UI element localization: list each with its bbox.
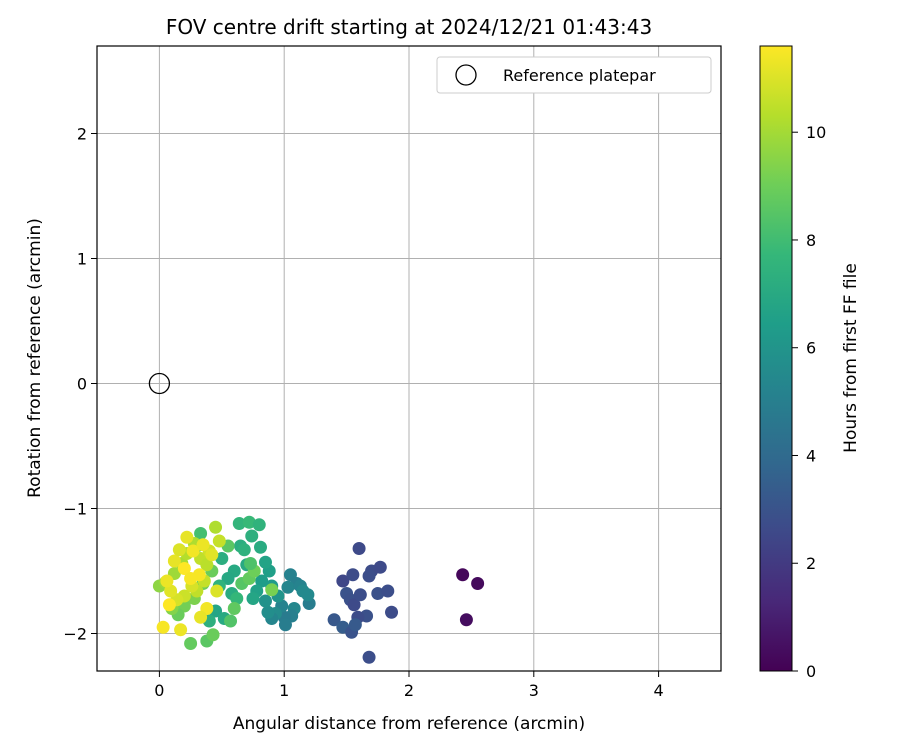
legend-label: Reference platepar <box>503 66 656 85</box>
colorbar: 0 2 4 6 8 10 Hours from first FF file <box>759 45 861 681</box>
data-point <box>209 520 223 534</box>
x-tick-label: 1 <box>279 681 289 700</box>
legend-marker <box>455 64 477 86</box>
data-point <box>221 572 235 585</box>
data-point <box>177 562 191 575</box>
data-point <box>224 614 238 628</box>
colorbar-tick-label: 8 <box>806 231 816 250</box>
data-point <box>184 572 198 585</box>
data-point <box>278 618 292 632</box>
data-point <box>194 527 208 540</box>
x-tick-label: 2 <box>404 681 414 700</box>
colorbar-tick-label: 6 <box>806 339 816 358</box>
data-point <box>346 568 360 582</box>
data-point <box>459 613 473 627</box>
data-point <box>210 584 224 598</box>
data-point <box>227 602 241 615</box>
data-point <box>258 594 272 608</box>
data-point <box>353 588 367 602</box>
data-point <box>167 554 181 568</box>
data-point <box>385 605 399 619</box>
y-tick-label: 2 <box>77 125 87 144</box>
data-point <box>196 538 210 552</box>
data-point <box>230 592 244 605</box>
data-point <box>186 544 200 558</box>
chart-title: FOV centre drift starting at 2024/12/21 … <box>166 15 652 39</box>
data-point <box>327 613 341 627</box>
legend: Reference platepar <box>436 56 712 94</box>
data-point <box>371 587 385 600</box>
colorbar-label: Hours from first FF file <box>841 263 861 453</box>
y-axis-label: Rotation from reference (arcmin) <box>25 218 45 498</box>
data-point <box>348 618 362 632</box>
data-point <box>232 517 246 530</box>
data-point <box>296 584 310 598</box>
colorbar-ticks: 0 2 4 6 8 10 <box>792 123 826 681</box>
data-point <box>362 650 376 664</box>
x-tick-label: 0 <box>154 681 164 700</box>
data-point <box>352 542 366 555</box>
data-point <box>200 558 214 572</box>
data-point <box>373 560 387 574</box>
data-point <box>381 584 395 598</box>
data-point <box>156 620 170 634</box>
y-tick-label: −1 <box>63 500 87 519</box>
data-point <box>245 529 259 543</box>
data-point <box>212 534 226 548</box>
colorbar-gradient <box>759 45 793 672</box>
data-point <box>253 540 267 554</box>
data-point <box>258 555 272 569</box>
data-point <box>160 574 174 588</box>
data-point <box>164 584 178 598</box>
data-point <box>362 569 376 583</box>
data-points <box>152 515 485 664</box>
data-point <box>347 598 361 612</box>
colorbar-tick-label: 2 <box>806 554 816 573</box>
data-point <box>261 605 275 619</box>
data-point <box>174 623 188 637</box>
grid-lines <box>97 46 721 671</box>
data-point <box>471 577 485 590</box>
data-point <box>255 574 269 588</box>
data-point <box>252 518 266 532</box>
data-point <box>205 548 219 562</box>
legend-box <box>436 56 712 94</box>
data-point <box>162 598 176 612</box>
data-point <box>194 610 208 624</box>
data-point <box>265 583 279 597</box>
reference-platepar-marker <box>148 372 171 395</box>
data-point <box>237 543 251 557</box>
colorbar-tick-label: 0 <box>806 662 816 681</box>
colorbar-tick-label: 4 <box>806 446 816 465</box>
data-point <box>456 568 470 582</box>
data-point <box>184 637 198 650</box>
data-point <box>336 574 350 588</box>
colorbar-tick-label: 10 <box>806 123 826 142</box>
data-point <box>215 552 229 565</box>
x-tick-label: 3 <box>529 681 539 700</box>
data-point <box>180 530 194 544</box>
data-point <box>246 592 260 605</box>
x-axis-label: Angular distance from reference (arcmin) <box>233 714 585 734</box>
y-tick-label: 1 <box>77 250 87 269</box>
data-point <box>281 580 295 594</box>
y-tick-label: 0 <box>77 375 87 394</box>
data-point <box>172 543 186 557</box>
data-point <box>244 557 258 570</box>
data-point <box>242 515 256 529</box>
axis-ticks: 0 1 2 3 4 −2 −1 0 1 2 <box>63 125 663 701</box>
reference-layer <box>148 372 171 395</box>
y-tick-label: −2 <box>63 625 87 644</box>
data-point <box>206 628 220 642</box>
x-tick-label: 4 <box>654 681 664 700</box>
